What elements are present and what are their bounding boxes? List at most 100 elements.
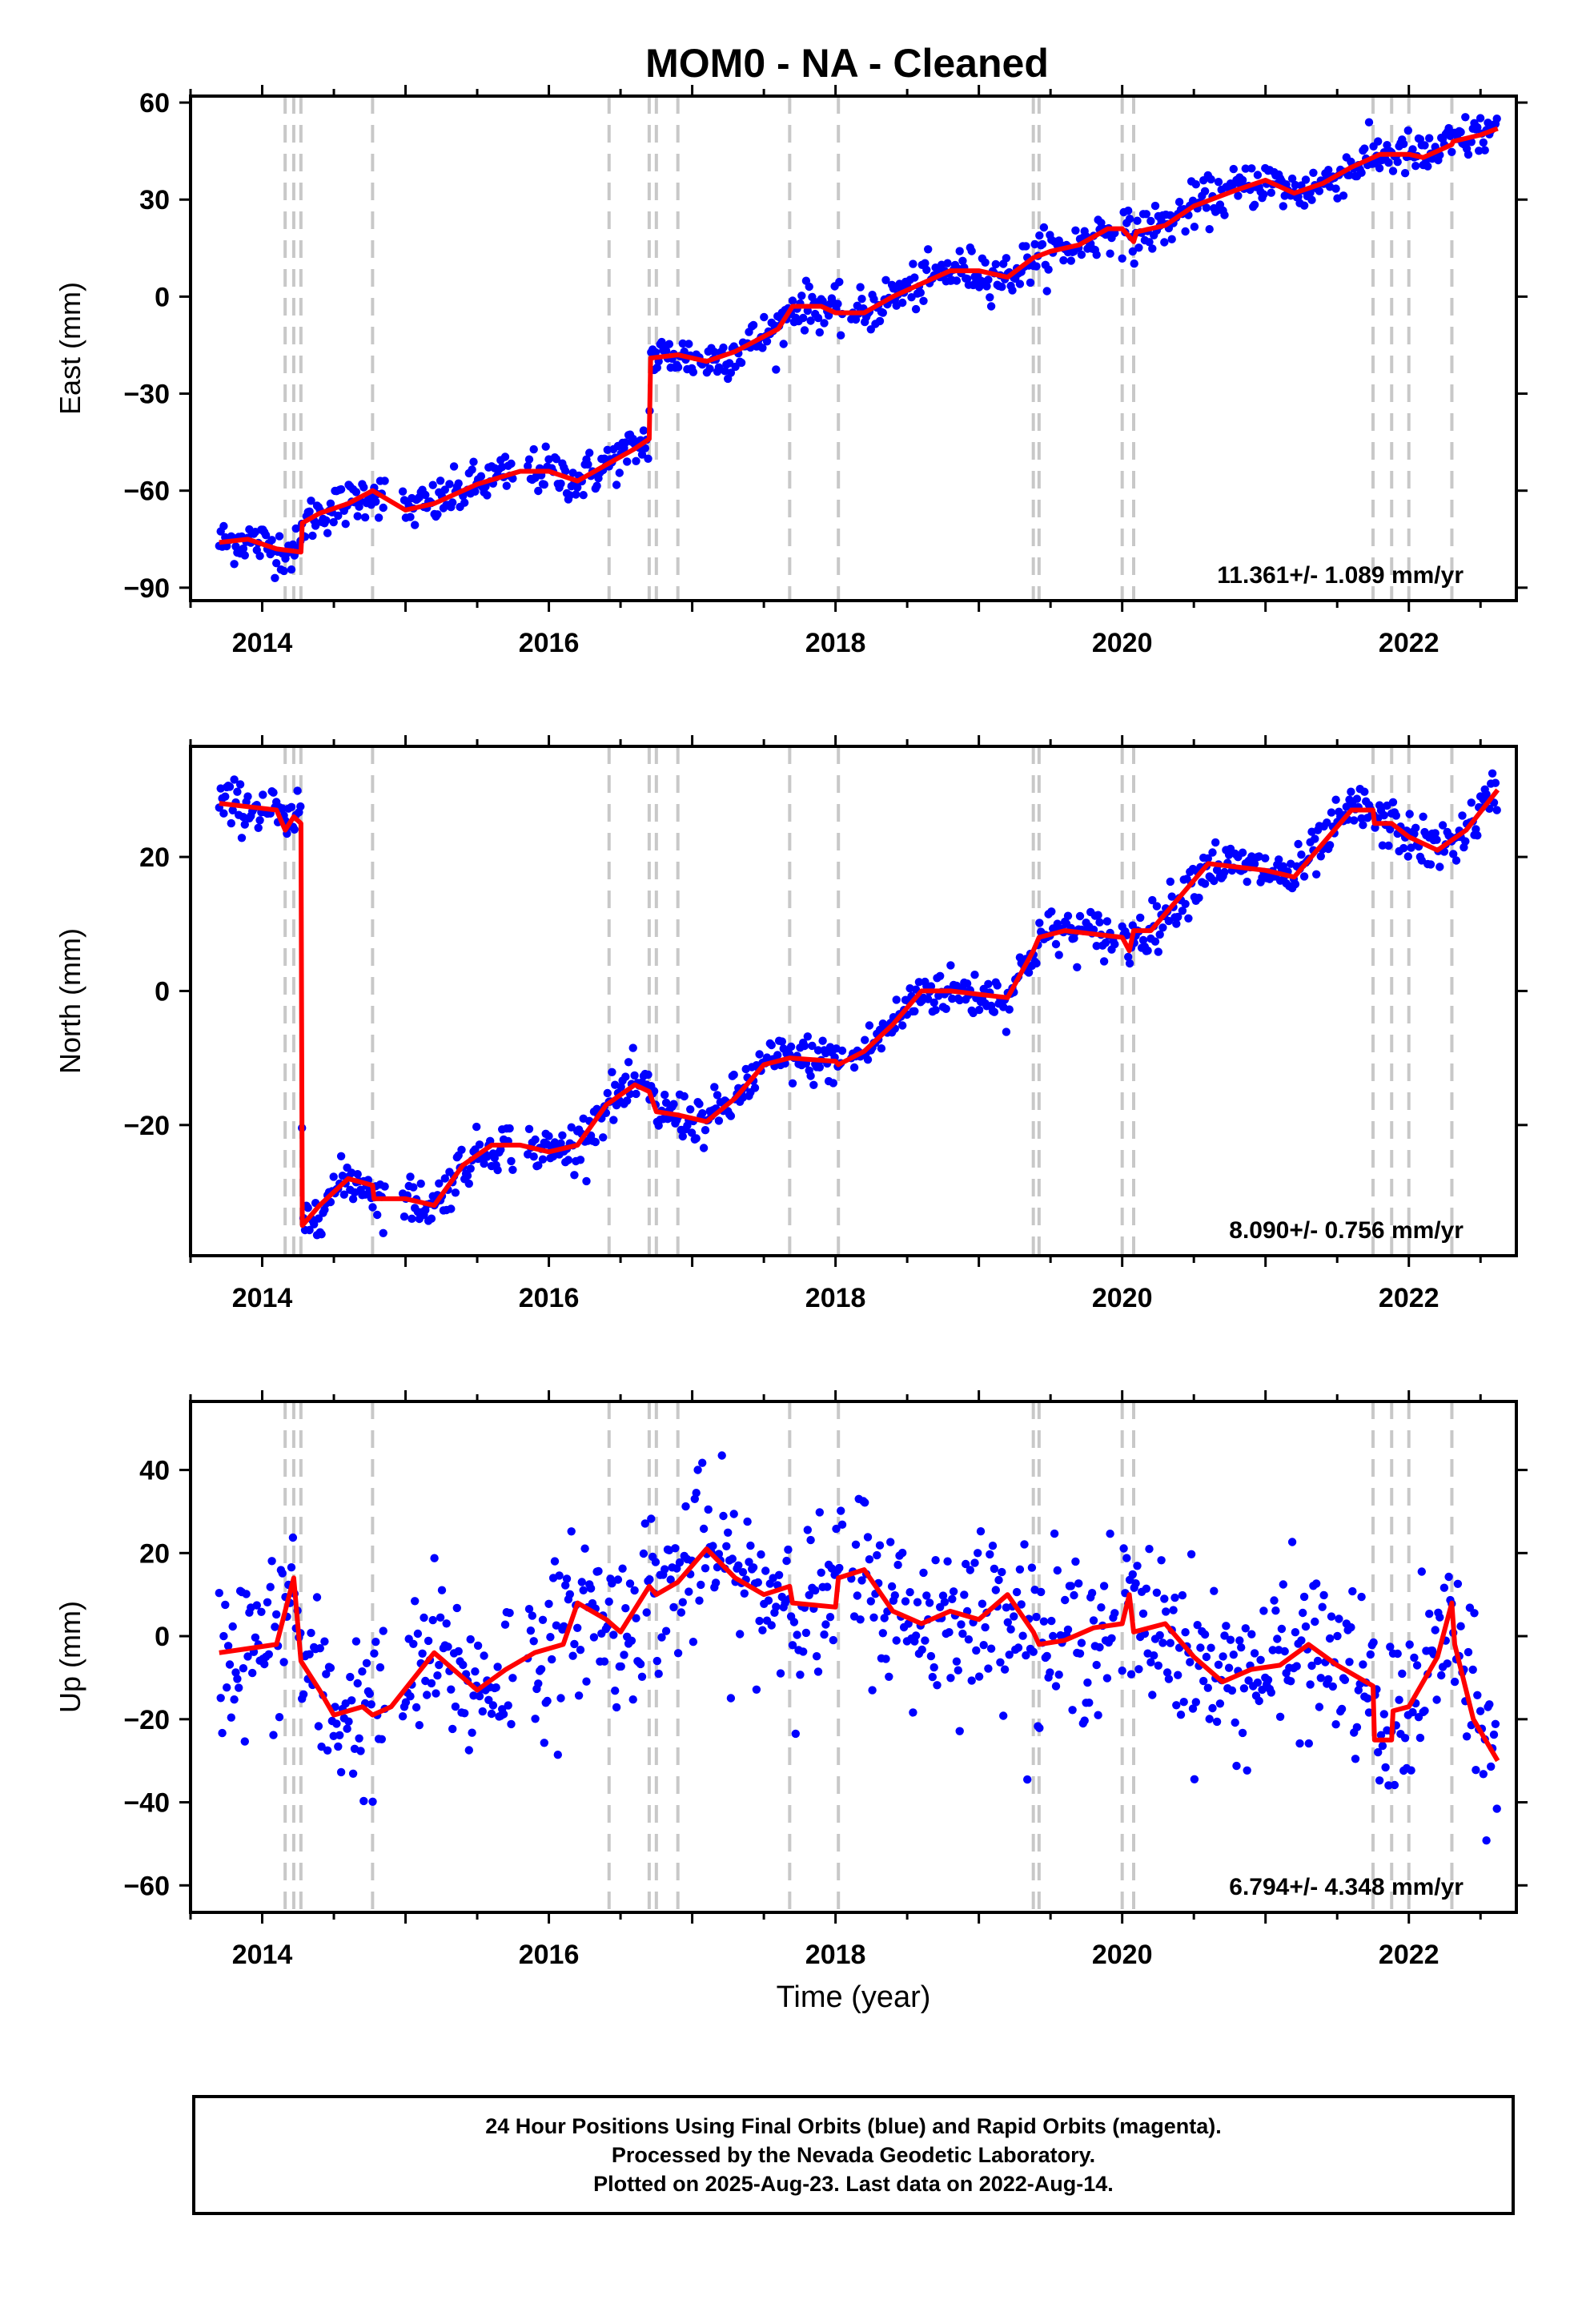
data-point <box>1070 1590 1078 1600</box>
x-tick-label: 2014 <box>232 1283 293 1313</box>
data-point <box>813 1667 823 1676</box>
data-point <box>377 1735 386 1743</box>
data-point <box>701 1564 710 1573</box>
data-point <box>1491 1719 1500 1728</box>
data-point <box>1431 1626 1439 1634</box>
data-point <box>689 368 698 376</box>
data-point <box>962 979 972 988</box>
data-point <box>823 1582 832 1591</box>
data-point <box>863 1055 873 1064</box>
data-point <box>1125 959 1134 968</box>
data-point <box>639 1549 648 1558</box>
data-point <box>1202 1652 1211 1662</box>
data-point <box>1022 242 1030 251</box>
data-point <box>623 457 632 466</box>
data-point <box>835 277 844 287</box>
data-point <box>1099 1582 1109 1590</box>
data-point <box>1348 1586 1357 1596</box>
data-point <box>803 1032 812 1041</box>
data-point <box>582 1176 591 1186</box>
data-point <box>1051 1682 1061 1691</box>
data-point <box>1393 1649 1402 1659</box>
data-point <box>239 1664 248 1673</box>
data-point <box>1333 1631 1342 1641</box>
data-point <box>1364 118 1374 127</box>
plot-frame <box>189 745 1518 1257</box>
data-point <box>586 1584 596 1593</box>
data-point <box>1162 1607 1170 1616</box>
footer-line-2: Processed by the Nevada Geodetic Laborat… <box>611 2143 1096 2167</box>
data-point <box>1118 1667 1126 1675</box>
data-point <box>788 1079 797 1088</box>
data-point <box>1095 1642 1104 1652</box>
data-point <box>287 565 296 574</box>
data-point <box>1128 247 1138 256</box>
data-point <box>1155 1630 1164 1640</box>
data-point <box>695 1596 704 1605</box>
data-point <box>1037 1587 1046 1597</box>
data-point <box>1227 1686 1237 1695</box>
data-point <box>529 1637 538 1646</box>
data-point <box>1150 1651 1158 1660</box>
data-point <box>326 499 335 508</box>
data-point <box>472 1122 481 1132</box>
data-point <box>1214 178 1223 187</box>
data-point <box>1411 162 1420 171</box>
data-point <box>1214 1660 1223 1669</box>
data-point <box>1150 937 1160 946</box>
data-point <box>1384 158 1393 167</box>
data-point <box>1148 1691 1157 1699</box>
data-point <box>946 961 955 970</box>
data-point <box>1331 184 1340 193</box>
data-point <box>878 308 888 317</box>
data-point <box>233 1675 242 1683</box>
data-point <box>615 468 624 477</box>
data-point <box>889 284 898 293</box>
data-point <box>1102 917 1112 926</box>
data-point <box>279 1658 288 1667</box>
data-point <box>1390 1780 1399 1790</box>
data-point <box>1299 1608 1307 1618</box>
data-point <box>1015 1565 1025 1574</box>
data-point <box>1360 787 1369 796</box>
data-point <box>339 1190 348 1199</box>
data-point <box>853 1591 862 1600</box>
data-point <box>651 348 661 357</box>
data-point <box>628 1043 637 1052</box>
data-point <box>1092 251 1101 259</box>
data-point <box>621 1604 630 1613</box>
data-point <box>815 1508 824 1517</box>
data-point <box>1018 1631 1027 1640</box>
data-point <box>428 480 437 489</box>
data-point <box>235 780 245 789</box>
data-point <box>998 1567 1006 1577</box>
data-point <box>275 1713 284 1722</box>
data-point <box>271 573 279 582</box>
data-point <box>710 1083 719 1092</box>
data-point <box>1304 1739 1314 1748</box>
data-point <box>334 1742 343 1751</box>
data-point <box>540 1739 548 1747</box>
data-point <box>433 510 442 519</box>
data-point <box>1219 1652 1227 1661</box>
data-point <box>1386 825 1395 834</box>
data-point <box>979 1641 988 1650</box>
data-point <box>1212 1717 1222 1727</box>
data-point <box>752 1685 761 1694</box>
data-point <box>259 790 267 799</box>
data-point <box>994 1575 1003 1585</box>
data-point <box>287 1563 296 1572</box>
data-point <box>608 1068 616 1077</box>
data-point <box>468 1728 476 1737</box>
data-point <box>645 1575 654 1584</box>
data-point <box>320 1205 329 1214</box>
data-point <box>632 1089 640 1099</box>
data-point <box>1267 1688 1276 1697</box>
data-point <box>857 295 866 304</box>
data-point <box>974 1549 982 1558</box>
data-point <box>1164 1675 1174 1683</box>
data-point <box>1383 141 1391 150</box>
data-point <box>1119 1544 1128 1553</box>
data-point <box>898 298 907 308</box>
